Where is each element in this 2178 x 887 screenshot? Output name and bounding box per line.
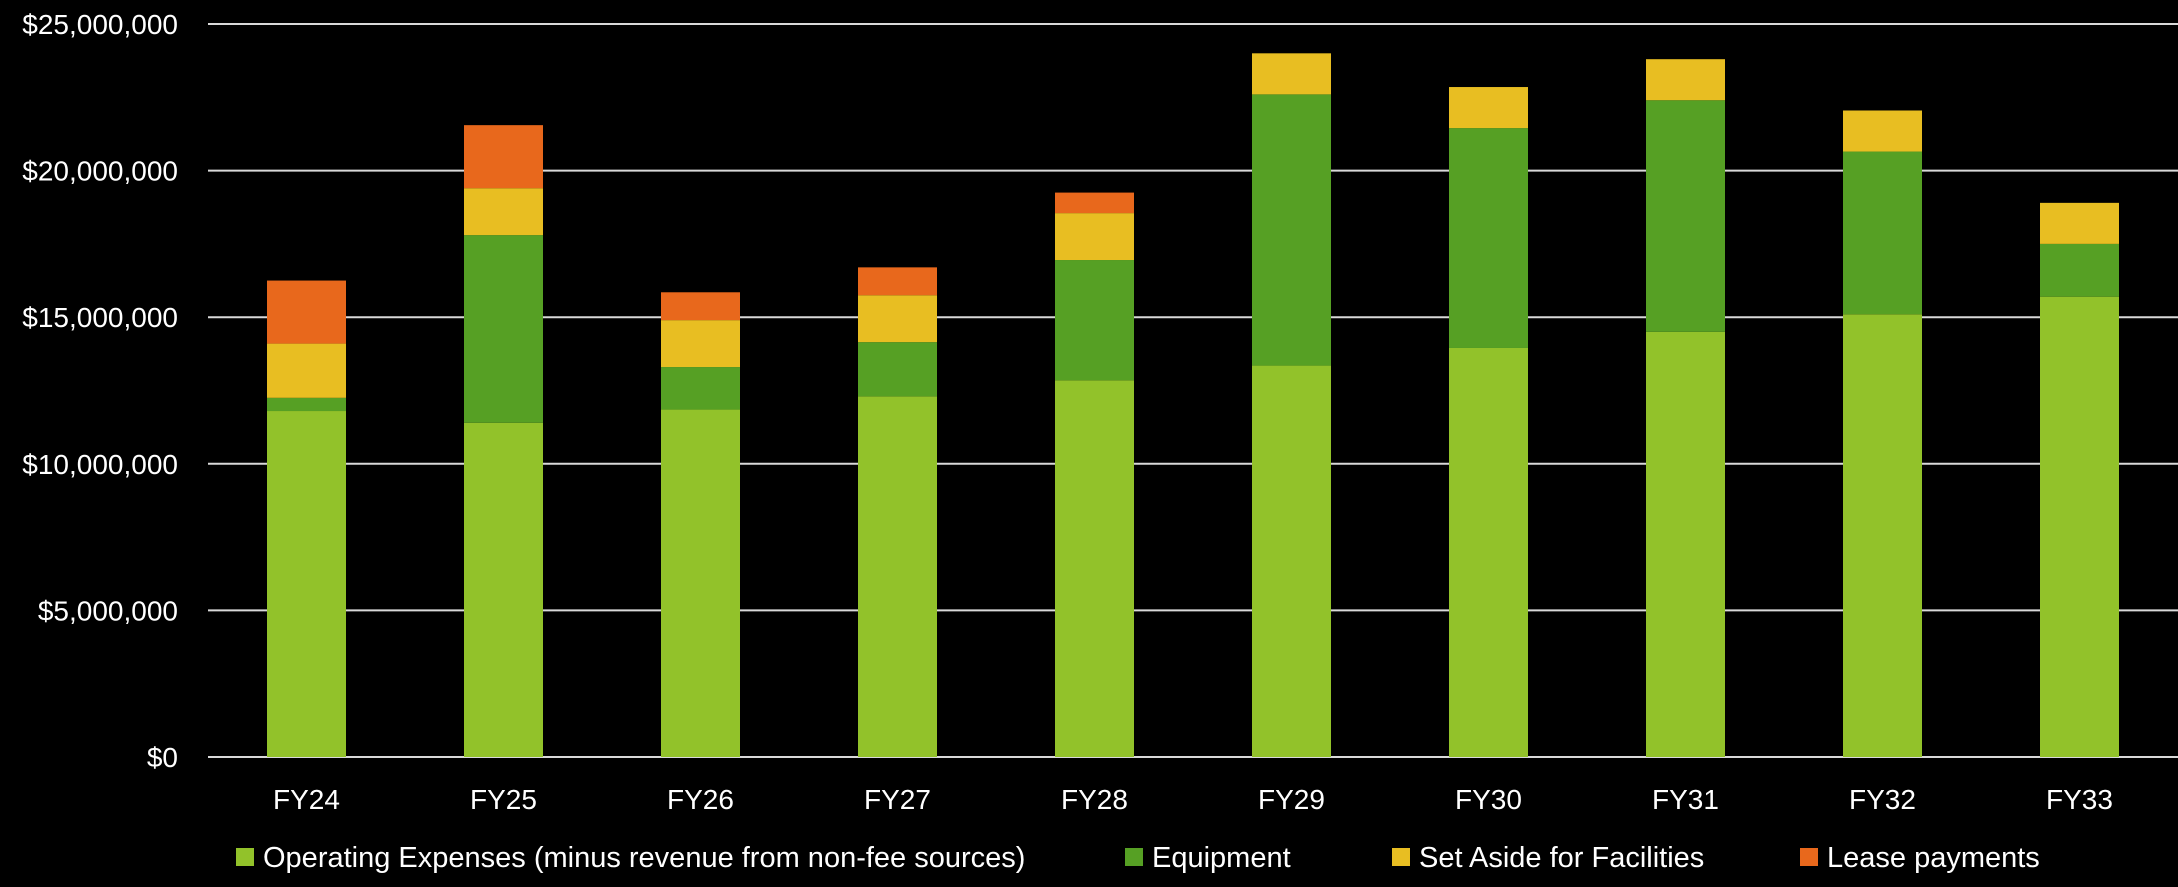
x-tick-label: FY28 xyxy=(1061,784,1128,815)
x-tick-label: FY29 xyxy=(1258,784,1325,815)
bar-segment-fy31-series-3 xyxy=(1646,59,1725,101)
x-tick-label: FY32 xyxy=(1849,784,1916,815)
bar-segment-fy25-series-3 xyxy=(464,188,543,236)
bar-segment-fy29-series-3 xyxy=(1252,53,1331,95)
bar-segment-fy30-series-2 xyxy=(1449,128,1528,348)
bar-segment-fy28-series-1 xyxy=(1055,380,1134,757)
y-tick-label: $25,000,000 xyxy=(22,9,178,40)
bar-segment-fy24-series-2 xyxy=(267,397,346,412)
bar-segment-fy26-series-3 xyxy=(661,320,740,368)
bar-segment-fy32-series-3 xyxy=(1843,110,1922,152)
bar-segment-fy32-series-1 xyxy=(1843,314,1922,757)
bar-segment-fy33-series-2 xyxy=(2040,243,2119,297)
bar-segment-fy27-series-2 xyxy=(858,342,937,397)
y-axis: $0 $5,000,000 $10,000,000 $15,000,000 $20,00… xyxy=(22,9,178,773)
x-tick-label: FY24 xyxy=(273,784,340,815)
bar-segment-fy24-series-3 xyxy=(267,343,346,398)
x-tick-label: FY33 xyxy=(2046,784,2113,815)
y-tick-label: $0 xyxy=(147,742,178,773)
x-tick-label: FY26 xyxy=(667,784,734,815)
bar-segment-fy30-series-3 xyxy=(1449,87,1528,129)
bar-segment-fy32-series-2 xyxy=(1843,151,1922,315)
legend-swatch xyxy=(1800,848,1818,866)
legend: Operating Expenses (minus revenue from n… xyxy=(236,842,2040,874)
bar-segment-fy33-series-1 xyxy=(2040,296,2119,757)
y-tick-label: $5,000,000 xyxy=(38,595,178,626)
legend-swatch xyxy=(236,848,254,866)
bar-segment-fy26-series-2 xyxy=(661,367,740,410)
bar-segment-fy27-series-1 xyxy=(858,396,937,757)
bar-segment-fy24-series-4 xyxy=(267,280,346,344)
bar-segment-fy25-series-1 xyxy=(464,422,543,757)
x-tick-label: FY27 xyxy=(864,784,931,815)
legend-swatch xyxy=(1125,848,1143,866)
bar-segment-fy29-series-2 xyxy=(1252,94,1331,366)
bar-segment-fy27-series-3 xyxy=(858,295,937,343)
bar-segment-fy28-series-2 xyxy=(1055,260,1134,381)
y-tick-label: $15,000,000 xyxy=(22,302,178,333)
bar-segment-fy30-series-1 xyxy=(1449,347,1528,757)
bars xyxy=(267,53,2119,757)
bar-segment-fy28-series-4 xyxy=(1055,192,1134,214)
y-tick-label: $10,000,000 xyxy=(22,449,178,480)
x-tick-label: FY31 xyxy=(1652,784,1719,815)
legend-label: Equipment xyxy=(1152,842,1291,874)
bar-segment-fy26-series-4 xyxy=(661,292,740,321)
legend-swatch xyxy=(1392,848,1410,866)
legend-label: Set Aside for Facilities xyxy=(1419,842,1704,874)
bar-segment-fy31-series-2 xyxy=(1646,100,1725,332)
x-tick-label: FY30 xyxy=(1455,784,1522,815)
bar-segment-fy26-series-1 xyxy=(661,409,740,757)
y-tick-label: $20,000,000 xyxy=(22,156,178,187)
bar-segment-fy24-series-1 xyxy=(267,411,346,757)
x-axis: FY24 FY25 FY26 FY27 FY28 FY29 FY30 FY31 FY32 FY33 xyxy=(273,784,2113,815)
bar-segment-fy27-series-4 xyxy=(858,267,937,296)
legend-label: Lease payments xyxy=(1827,842,2040,874)
x-tick-label: FY25 xyxy=(470,784,537,815)
bar-segment-fy29-series-1 xyxy=(1252,365,1331,757)
bar-segment-fy25-series-2 xyxy=(464,235,543,423)
legend-label: Operating Expenses (minus revenue from n… xyxy=(263,842,1025,874)
bar-segment-fy28-series-3 xyxy=(1055,213,1134,261)
bar-segment-fy31-series-1 xyxy=(1646,331,1725,757)
bar-segment-fy33-series-3 xyxy=(2040,202,2119,244)
bar-segment-fy25-series-4 xyxy=(464,125,543,189)
